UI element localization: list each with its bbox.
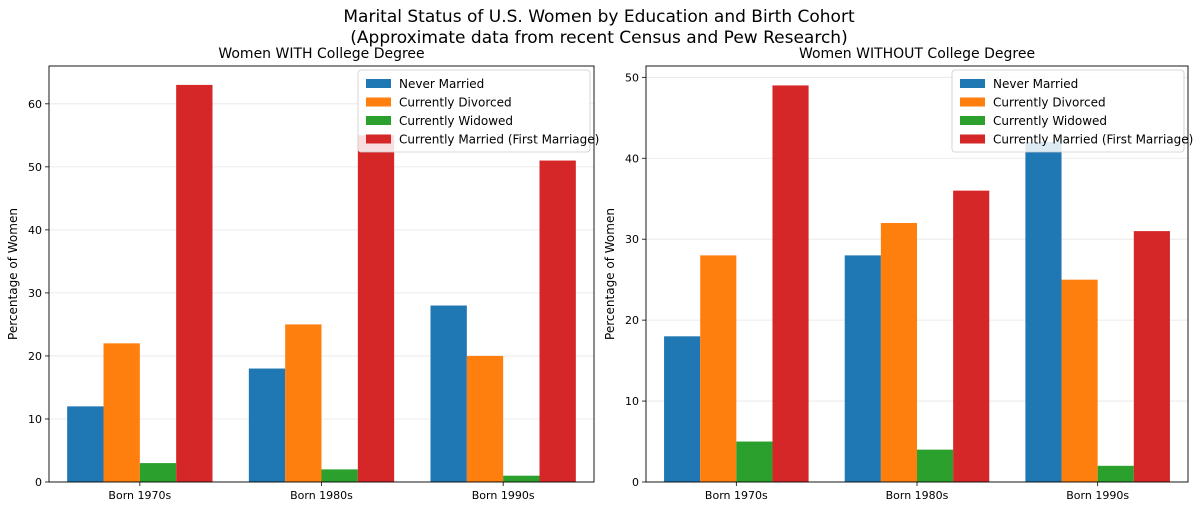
legend-label-currently-widowed: Currently Widowed [399, 114, 513, 128]
chart-with-college-degree: Women WITH College Degree 0 10 20 30 40 50 60 Pe… [6, 46, 599, 502]
legend-swatch-never-married [960, 79, 985, 88]
bar-never-married-born-1970s [664, 336, 701, 482]
bar-currently-widowed-born-1990s [1097, 465, 1134, 482]
x-tick-label: Born 1990s [1066, 489, 1129, 502]
legend-swatch-currently-married-first-marriage [366, 134, 391, 144]
subplot-title: Women WITH College Degree [218, 46, 424, 62]
axes-frame [645, 65, 1189, 483]
x-tick-label: Born 1980s [886, 489, 949, 502]
bar-currently-widowed-born-1970s [139, 463, 177, 482]
bar-never-married-born-1990s [430, 305, 467, 482]
legend-swatch-currently-divorced [960, 97, 985, 107]
bar-currently-widowed-born-1980s [321, 469, 358, 482]
y-tick-label: 0 [632, 476, 639, 489]
legend: Never Married Currently Divorced Currently… [357, 69, 599, 153]
bar-currently-married-first-marriage-born-1970s [772, 85, 809, 482]
bar-currently-divorced-born-1970s [103, 343, 140, 482]
y-tick-label: 30 [625, 233, 639, 246]
legend-swatch-currently-married-first-marriage [960, 134, 985, 144]
y-tick-label: 50 [625, 71, 639, 84]
figure-subtitle: (Approximate data from recent Census and… [350, 28, 847, 48]
legend-label-never-married: Never Married [399, 77, 484, 91]
legend-swatch-never-married [366, 79, 391, 88]
bar-currently-widowed-born-1970s [736, 441, 773, 482]
bar-never-married-born-1980s [844, 255, 881, 482]
x-tick-label: Born 1990s [472, 489, 535, 502]
legend-box [357, 69, 591, 153]
legend-label-currently-widowed: Currently Widowed [993, 114, 1107, 128]
subplot-title: Women WITHOUT College Degree [799, 46, 1035, 62]
axes-frame [48, 65, 595, 483]
bar-currently-married-first-marriage-born-1990s [539, 160, 576, 482]
y-tick-label: 30 [28, 287, 42, 300]
y-tick-label: 50 [28, 161, 42, 174]
x-tick-label: Born 1970s [705, 489, 768, 502]
y-tick-label: 40 [28, 224, 42, 237]
legend-label-currently-married-first-marriage: Currently Married (First Marriage) [399, 133, 599, 147]
y-tick-label: 20 [625, 314, 639, 327]
figure-title: Marital Status of U.S. Women by Educatio… [343, 7, 855, 27]
bar-currently-married-first-marriage-born-1980s [357, 135, 395, 483]
legend-label-currently-divorced: Currently Divorced [399, 96, 512, 110]
y-axis-label: Percentage of Women [603, 208, 617, 340]
x-tick-label: Born 1970s [108, 489, 171, 502]
bar-never-married-born-1990s [1025, 142, 1062, 482]
y-tick-label: 0 [35, 476, 42, 489]
chart-without-college-degree: Women WITHOUT College Degree 0 10 20 30 40 50 P… [603, 46, 1193, 502]
bar-currently-widowed-born-1990s [503, 475, 540, 482]
legend-swatch-currently-widowed [960, 116, 985, 125]
x-tick-label: Born 1980s [290, 489, 353, 502]
legend-swatch-currently-widowed [366, 116, 391, 125]
bar-currently-divorced-born-1970s [700, 255, 737, 482]
legend-label-never-married: Never Married [993, 77, 1078, 91]
bar-currently-widowed-born-1980s [917, 449, 954, 482]
legend-swatch-currently-divorced [366, 97, 391, 107]
y-tick-label: 10 [28, 413, 42, 426]
legend-box [951, 69, 1185, 153]
legend-label-currently-married-first-marriage: Currently Married (First Marriage) [993, 133, 1193, 147]
bar-never-married-born-1970s [67, 406, 104, 482]
y-tick-label: 40 [625, 152, 639, 165]
bar-currently-married-first-marriage-born-1980s [953, 190, 990, 483]
bar-currently-divorced-born-1990s [466, 355, 504, 482]
y-tick-label: 20 [28, 350, 42, 363]
legend: Never Married Currently Divorced Currently… [951, 69, 1193, 153]
bar-currently-divorced-born-1980s [285, 324, 322, 482]
bar-currently-divorced-born-1980s [880, 223, 917, 483]
legend-label-currently-divorced: Currently Divorced [993, 96, 1106, 110]
y-axis-label: Percentage of Women [6, 208, 20, 340]
y-tick-label: 10 [625, 395, 639, 408]
bar-currently-married-first-marriage-born-1990s [1133, 231, 1170, 482]
bar-currently-divorced-born-1990s [1061, 279, 1098, 482]
bar-currently-married-first-marriage-born-1970s [176, 84, 213, 482]
y-tick-label: 60 [28, 98, 42, 111]
bar-never-married-born-1980s [248, 368, 286, 482]
